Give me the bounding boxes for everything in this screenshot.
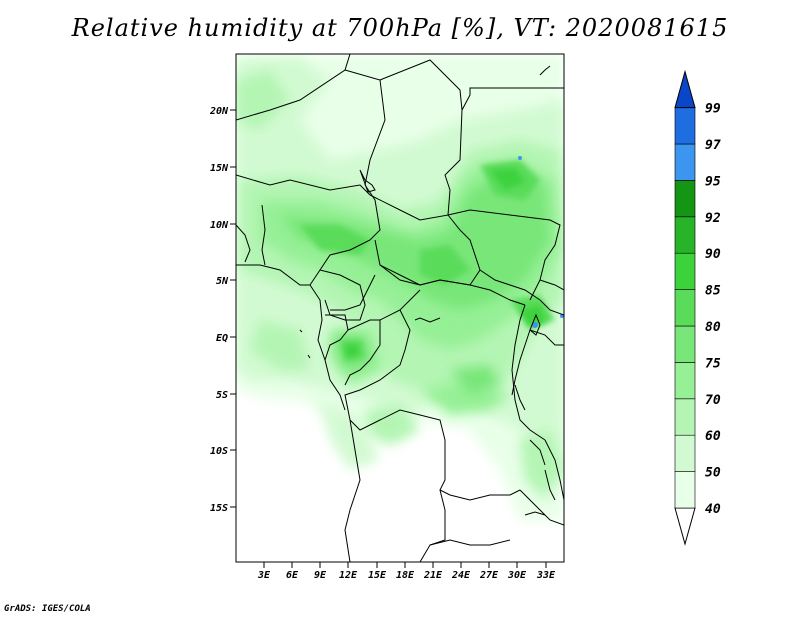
colorbar-label: 97	[705, 138, 721, 153]
chart-title: Relative humidity at 700hPa [%], VT: 202…	[71, 14, 729, 42]
lat-tick-label: 20N	[209, 106, 229, 117]
lon-tick-label: 9E	[314, 570, 327, 581]
colorbar: 40 50 60 70 75 80 85 90 92 95 97 99	[674, 69, 721, 546]
colorbar-label: 92	[705, 211, 721, 226]
colorbar-label: 75	[705, 356, 721, 371]
grads-credit: GrADS: IGES/COLA	[4, 604, 91, 614]
colorbar-bin	[674, 398, 696, 436]
lat-tick-label: 10N	[210, 220, 229, 231]
colorbar-label: 85	[705, 284, 721, 299]
colorbar-bin	[674, 180, 696, 218]
colorbar-bin	[674, 325, 696, 363]
lat-axis	[230, 109, 236, 508]
lon-tick-label: 15E	[368, 570, 387, 581]
lon-tick-label: 6E	[286, 570, 299, 581]
colorbar-bottom-triangle	[674, 507, 696, 546]
colorbar-bin	[674, 143, 696, 181]
lat-tick-label: 5S	[216, 390, 228, 401]
colorbar-bin	[674, 289, 696, 327]
lon-tick-label: 27E	[479, 570, 499, 581]
lon-tick-label: 18E	[396, 570, 415, 581]
colorbar-bin	[674, 107, 696, 145]
lat-tick-label: 5N	[216, 276, 229, 287]
lon-tick-label: 24E	[451, 570, 471, 581]
colorbar-bin	[674, 216, 696, 254]
colorbar-label: 40	[705, 502, 721, 517]
colorbar-bin	[674, 471, 696, 509]
colorbar-label: 50	[705, 466, 721, 481]
colorbar-label: 70	[705, 393, 721, 408]
humidity-field	[236, 54, 564, 562]
colorbar-label: 80	[705, 320, 721, 335]
lon-tick-label: 12E	[339, 570, 358, 581]
colorbar-label: 95	[705, 174, 721, 189]
lon-axis	[263, 562, 547, 568]
colorbar-top-triangle	[674, 69, 696, 109]
lat-tick-label: 15N	[210, 163, 229, 174]
country-borders	[236, 54, 564, 562]
colorbar-bin	[674, 362, 696, 400]
colorbar-label: 90	[705, 247, 721, 262]
lon-tick-label: 33E	[536, 570, 556, 581]
colorbar-label: 60	[705, 429, 721, 444]
colorbar-bin	[674, 434, 696, 472]
lat-tick-label: 15S	[210, 503, 228, 514]
lon-tick-label: 21E	[423, 570, 443, 581]
colorbar-bin	[674, 252, 696, 290]
colorbar-label: 99	[705, 102, 721, 117]
lon-tick-label: 30E	[507, 570, 527, 581]
lat-tick-label: EQ	[216, 333, 228, 344]
lat-tick-label: 10S	[210, 446, 228, 457]
lon-tick-label: 3E	[257, 570, 271, 581]
map-frame	[235, 53, 565, 563]
